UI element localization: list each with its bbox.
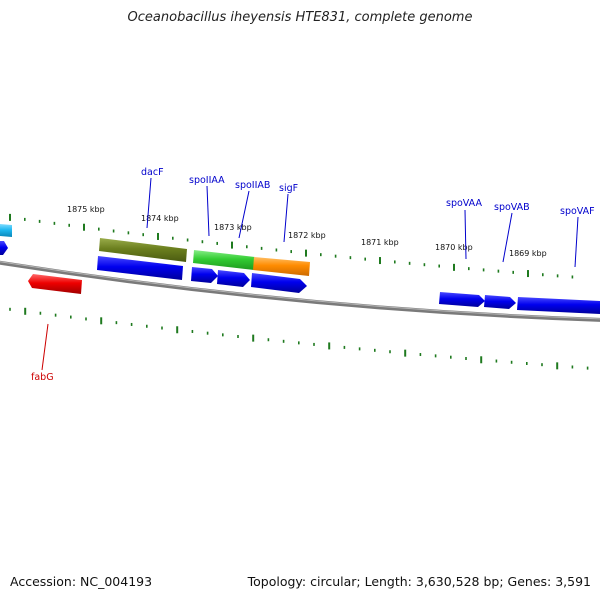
gene-label-sigF: sigF bbox=[279, 183, 298, 194]
leader-line-spoVAA bbox=[464, 209, 467, 260]
gene-feature-cds bbox=[97, 256, 183, 280]
ruler-label: 1871 kbp bbox=[361, 238, 399, 247]
gene-labels: dacF spoIIAA spoIIAB sigF spoVAA spoVAB … bbox=[31, 167, 595, 383]
ruler-labels: 1875 kbp 1874 kbp 1873 kbp 1872 kbp 1871… bbox=[67, 205, 547, 258]
map-title: Oceanobacillus iheyensis HTE831, complet… bbox=[127, 10, 473, 25]
leader-line-spoIIAA bbox=[206, 185, 210, 237]
leader-line-sigF bbox=[283, 193, 289, 243]
gene-feature-cds bbox=[217, 270, 250, 287]
gene-feature-spoIIAA bbox=[193, 250, 255, 270]
ruler-label: 1873 kbp bbox=[214, 223, 252, 232]
leader-line-spoIIAB bbox=[238, 190, 250, 239]
ruler-label: 1875 kbp bbox=[67, 205, 105, 214]
ruler-label: 1870 kbp bbox=[435, 243, 473, 252]
gene-label-dacF: dacF bbox=[141, 167, 164, 178]
gene-features bbox=[0, 224, 600, 314]
gene-feature-cds bbox=[191, 267, 218, 283]
ruler-label: 1874 kbp bbox=[141, 214, 179, 223]
gene-feature-sigF bbox=[253, 257, 310, 276]
ruler-label: 1872 kbp bbox=[288, 231, 326, 240]
gene-feature-cds bbox=[517, 297, 600, 314]
gene-feature-cds bbox=[484, 295, 516, 309]
accession-text: Accession: NC_004193 bbox=[10, 574, 153, 589]
gene-feature-fabG bbox=[28, 274, 82, 294]
ruler-ticks-inner bbox=[9, 307, 589, 370]
genome-backbone bbox=[0, 260, 600, 322]
gene-feature-dacF bbox=[99, 238, 187, 262]
gene-feature-partial-blue bbox=[0, 241, 8, 255]
gene-label-spoVAF: spoVAF bbox=[560, 206, 595, 217]
ruler-label: 1869 kbp bbox=[509, 249, 547, 258]
leader-line-dacF bbox=[146, 177, 152, 229]
gene-label-fabG: fabG bbox=[31, 372, 54, 383]
leader-line-spoVAF bbox=[574, 216, 579, 268]
gene-label-spoVAA: spoVAA bbox=[446, 198, 482, 209]
gene-feature-cds bbox=[251, 273, 307, 293]
genome-summary-text: Topology: circular; Length: 3,630,528 bp… bbox=[247, 574, 591, 589]
leader-line-fabG bbox=[41, 323, 49, 371]
ruler-ticks-outer bbox=[9, 213, 574, 279]
gene-feature-cds bbox=[439, 292, 485, 307]
gene-label-spoVAB: spoVAB bbox=[494, 202, 530, 213]
genome-backbone-highlight bbox=[0, 261, 600, 320]
gene-label-spoIIAB: spoIIAB bbox=[235, 180, 270, 191]
leader-line-spoVAB bbox=[502, 212, 513, 263]
label-leader-lines bbox=[41, 177, 579, 371]
gene-label-spoIIAA: spoIIAA bbox=[189, 175, 225, 186]
gene-feature-partial-cyan bbox=[0, 224, 12, 237]
